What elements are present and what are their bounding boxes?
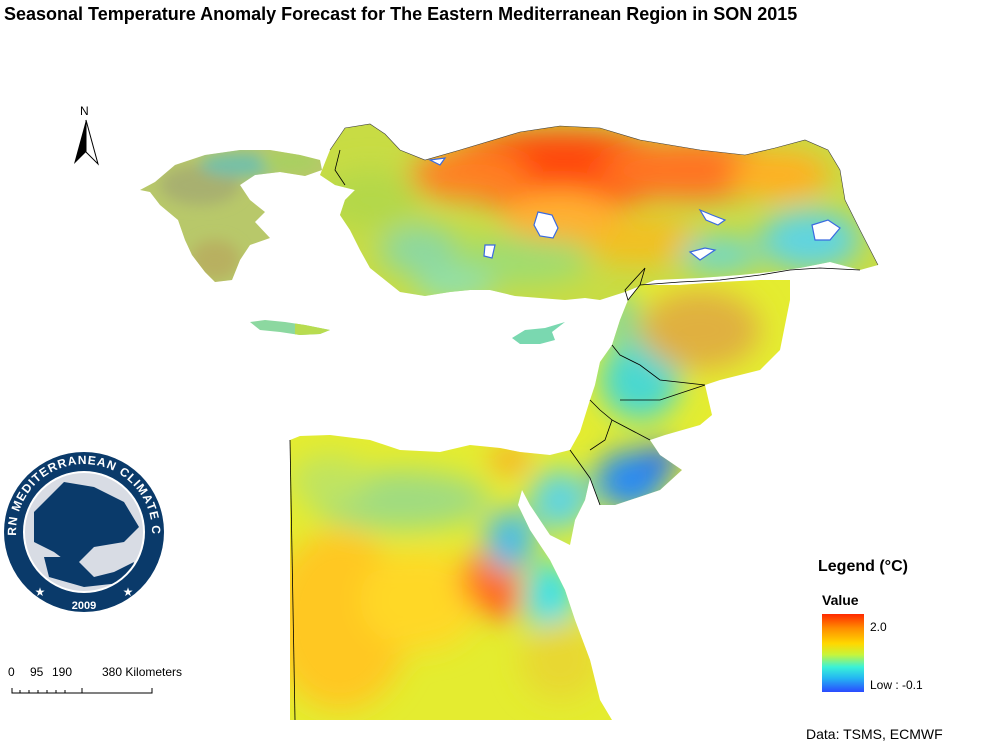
scale-label-0: 0 [8,665,15,679]
legend-subtitle: Value [822,592,859,608]
lake-tuz [533,211,559,239]
legend-high-label: 2.0 [870,620,887,634]
cyprus-region [512,322,565,344]
legend-low-label: Low : -0.1 [870,678,923,692]
greece-region [140,150,322,282]
scale-bar [11,688,153,694]
turkey-region [320,124,878,300]
emcc-logo: EASTERN MEDITERRANEAN CLIMATE CENTRE 200… [4,452,164,612]
lake-van [811,219,841,241]
north-label: N [80,104,89,118]
country-borders [289,149,861,721]
scale-label-2: 190 [52,665,73,679]
data-source: Data: TSMS, ECMWF [806,726,943,742]
south-region [290,280,790,720]
lake-beysehir [483,244,496,259]
legend-color-ramp [822,614,864,692]
crete-region [250,320,330,335]
map-title: Seasonal Temperature Anomaly Forecast fo… [4,4,798,24]
coastlines [329,123,879,266]
lake-ataturk [688,247,717,261]
svg-text:★: ★ [35,585,46,599]
logo-year: 2009 [72,600,96,612]
lake-keban [698,208,727,226]
lake-marmara [427,157,447,166]
north-arrow-icon [74,119,99,166]
svg-text:★: ★ [123,585,134,599]
scale-label-3: 380 Kilometers [102,665,183,679]
scale-label-1: 95 [30,665,44,679]
lakes [427,157,841,261]
legend-title: Legend (°C) [818,558,908,575]
